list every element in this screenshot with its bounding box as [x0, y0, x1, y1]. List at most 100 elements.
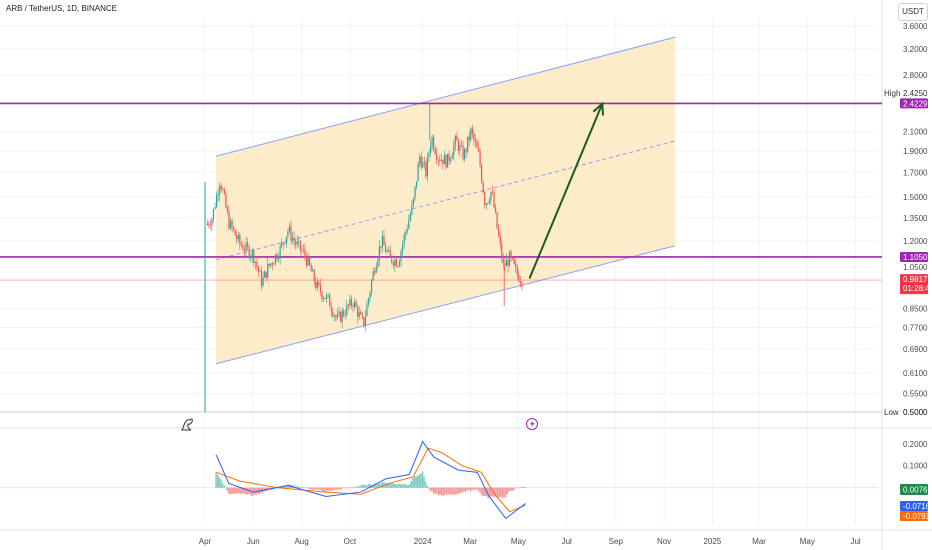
candle-body	[333, 315, 335, 317]
signal-value-badge: -0.0791	[900, 511, 931, 521]
macd-histogram-bar	[268, 487, 270, 490]
candle-body	[415, 181, 418, 187]
candle-body	[219, 185, 221, 195]
macd-histogram-bar	[520, 486, 523, 488]
high-level-badge-bg	[900, 98, 928, 109]
candle-body	[233, 227, 235, 230]
candle-body	[499, 236, 501, 244]
parallel-channel[interactable]	[215, 36, 676, 365]
macd-tick-label: 0.2000	[903, 440, 928, 449]
y-tick-label: 0.6100	[903, 369, 928, 378]
candle-body	[510, 251, 512, 258]
macd-histogram-bar	[352, 487, 355, 488]
macd-histogram-bar	[444, 487, 446, 495]
candle-body	[318, 281, 320, 285]
candle-body	[474, 139, 477, 143]
candle-body	[381, 236, 384, 248]
macd-histogram-bar	[501, 487, 504, 498]
candle-body	[310, 265, 312, 272]
candle-body	[257, 266, 260, 272]
candle-body	[442, 159, 444, 165]
drawings[interactable]	[181, 101, 604, 431]
candle-body	[498, 228, 500, 237]
macd-histogram-bar	[493, 487, 496, 498]
candle-body	[397, 266, 399, 268]
candle-body	[338, 311, 340, 315]
macd-histogram-bar	[367, 484, 369, 488]
candle-body	[389, 250, 391, 256]
candle-body	[290, 226, 292, 241]
candle-body	[513, 258, 515, 265]
macd-histogram-bar	[477, 487, 480, 491]
candle-body	[281, 242, 283, 246]
candle-body	[240, 244, 242, 246]
candle-body	[409, 214, 411, 221]
candle-body	[378, 246, 380, 261]
candle-body	[462, 145, 464, 160]
macd-histogram-bar	[423, 476, 425, 488]
macd-histogram-bar	[216, 474, 219, 488]
candle-body	[516, 267, 518, 275]
macd-histogram-bar	[410, 480, 412, 488]
candle-body	[299, 240, 301, 250]
macd-histogram-bar	[226, 487, 228, 492]
candle-body	[326, 295, 328, 299]
macd-badge-value: -0.0716	[903, 502, 931, 511]
candle-body	[417, 163, 419, 182]
macd-histogram-bar	[479, 487, 481, 493]
candle-body	[332, 311, 334, 317]
macd-histogram-bar	[317, 487, 320, 490]
x-tick-label: 2025	[703, 537, 721, 546]
macd-histogram-bar	[245, 487, 248, 495]
candle-body	[234, 229, 236, 236]
macd-histogram-bar	[480, 487, 483, 496]
macd-histogram-bar	[396, 484, 398, 488]
macd-histogram-bar	[256, 487, 259, 494]
macd-histogram-bar	[327, 487, 329, 491]
x-tick-label: Oct	[344, 537, 357, 546]
y-tick-label: 0.8500	[903, 304, 928, 313]
macd-histogram-bar	[338, 487, 340, 490]
candle-body	[454, 136, 456, 146]
macd-histogram-bar	[466, 487, 468, 491]
x-tick-label: 2024	[414, 537, 432, 546]
macd-histogram-bar	[365, 485, 368, 488]
horizontal-levels[interactable]	[0, 102, 882, 413]
macd-histogram-bar	[343, 487, 345, 489]
x-tick-label: Mar	[463, 537, 477, 546]
candle-body	[344, 315, 346, 316]
macd-histogram-bar	[421, 471, 424, 488]
candle-body	[339, 311, 342, 322]
candle-body	[426, 156, 428, 177]
histogram-badge-bg	[900, 484, 928, 495]
macd-histogram-bar	[524, 486, 526, 488]
candle-body	[329, 294, 331, 307]
macd-histogram-bar	[503, 487, 505, 498]
macd-histogram-bar	[218, 477, 220, 488]
candle-body	[366, 304, 368, 317]
candle-body	[308, 256, 311, 266]
macd-histogram-bar	[320, 487, 323, 491]
candle-body	[214, 206, 216, 209]
macd-histogram-bar	[413, 476, 416, 488]
candle-body	[353, 301, 356, 307]
currency-button[interactable]: USDT	[898, 3, 928, 21]
y-tick-label: 1.0500	[903, 263, 928, 272]
candle-body	[284, 243, 286, 245]
macd-value-badge: -0.0716	[900, 501, 931, 511]
candle-body	[307, 256, 309, 266]
candle-body	[496, 212, 498, 229]
candle-body	[253, 250, 255, 263]
candle-body	[419, 156, 421, 164]
macd-histogram-bar	[516, 487, 518, 489]
macd-histogram-bar	[340, 487, 342, 490]
candle-body	[490, 191, 492, 201]
candle-body	[401, 244, 404, 251]
macd-histogram-bar	[333, 487, 336, 490]
candle-body	[268, 263, 270, 266]
macd-histogram-bar	[308, 487, 310, 489]
candle-body	[287, 231, 289, 237]
candle-body	[236, 235, 238, 240]
candle-body	[327, 294, 329, 296]
